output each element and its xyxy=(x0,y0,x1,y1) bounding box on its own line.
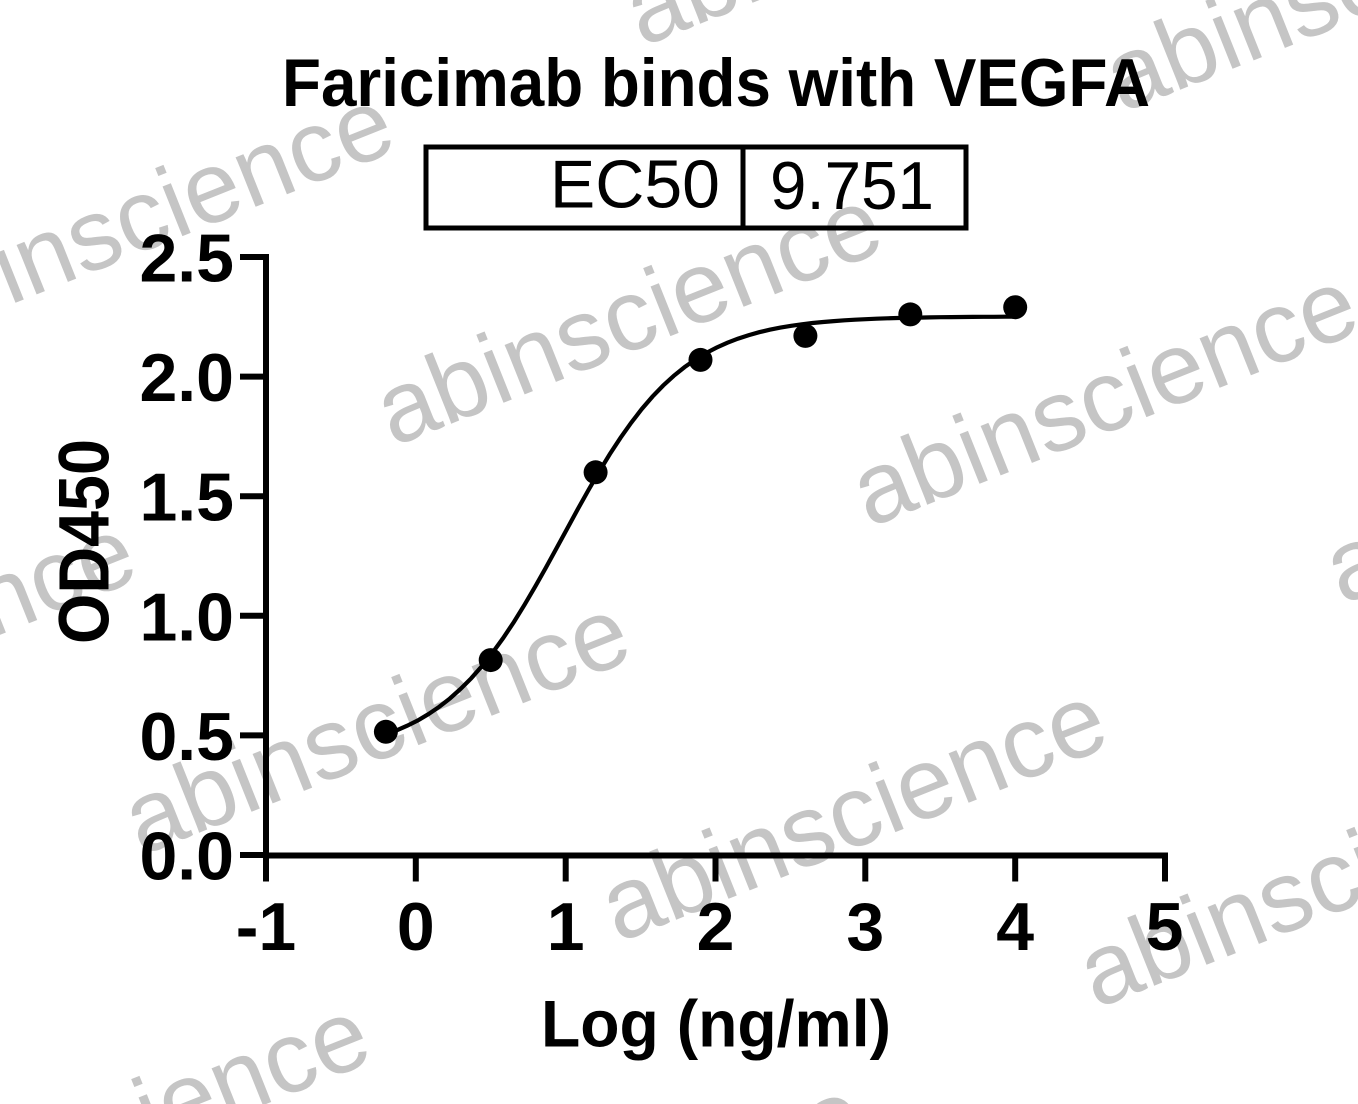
svg-text:-1: -1 xyxy=(236,889,296,965)
svg-text:3: 3 xyxy=(846,889,884,965)
svg-text:0.5: 0.5 xyxy=(139,699,234,775)
svg-text:EC50: EC50 xyxy=(550,147,720,223)
svg-text:Log (ng/ml): Log (ng/ml) xyxy=(541,987,891,1061)
svg-text:9.751: 9.751 xyxy=(770,148,934,224)
svg-text:0: 0 xyxy=(397,889,435,965)
svg-text:2: 2 xyxy=(697,889,735,965)
svg-text:2.5: 2.5 xyxy=(139,221,234,297)
svg-text:0.0: 0.0 xyxy=(139,819,234,895)
svg-text:4: 4 xyxy=(996,889,1034,965)
svg-text:1: 1 xyxy=(547,889,585,965)
svg-text:5: 5 xyxy=(1146,889,1184,965)
svg-text:OD450: OD450 xyxy=(46,439,125,644)
svg-text:1.5: 1.5 xyxy=(139,460,234,536)
svg-text:Faricimab binds with VEGFA: Faricimab binds with VEGFA xyxy=(282,45,1150,121)
svg-text:2.0: 2.0 xyxy=(139,340,234,416)
svg-text:1.0: 1.0 xyxy=(139,579,234,655)
